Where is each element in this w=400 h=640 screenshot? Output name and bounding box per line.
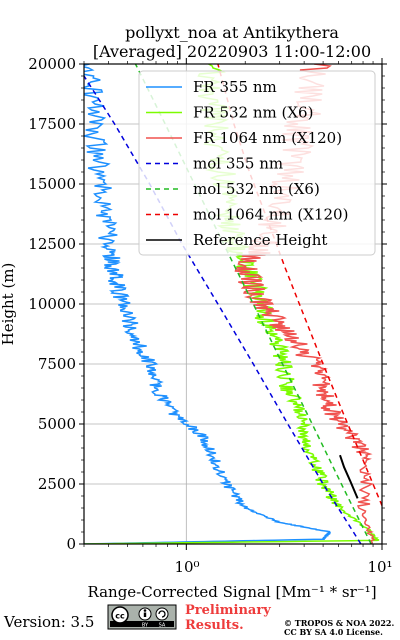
- x-tick-label-10: 10¹: [367, 558, 392, 576]
- y-tick-label: 15000: [28, 175, 76, 193]
- y-tick-labels: 0 2500 5000 7500 10000 12500 15000 17500 20000: [28, 55, 76, 553]
- svg-text:SA: SA: [159, 623, 166, 629]
- legend-label-6: Reference Height: [193, 231, 327, 249]
- preliminary-label-line1: Preliminary: [185, 603, 271, 618]
- copyright-line1: © TROPOS & NOA 2022.: [284, 618, 394, 628]
- legend-label-5: mol 1064 nm (X120): [193, 206, 348, 224]
- legend-label-1: FR 532 nm (X6): [193, 104, 313, 122]
- x-tick-label-1: 10⁰: [174, 558, 199, 576]
- cc-by-sa-badge: cc BY SA: [107, 604, 177, 630]
- legend-label-0: FR 355 nm: [193, 78, 277, 96]
- y-tick-label: 7500: [38, 355, 76, 373]
- legend-label-3: mol 355 nm: [193, 155, 283, 173]
- y-tick-label: 0: [66, 535, 76, 553]
- legend-box: [138, 70, 376, 256]
- x-axis-label: Range-Corrected Signal [Mm⁻¹ * sr⁻¹]: [87, 583, 376, 601]
- y-tick-label: 5000: [38, 415, 76, 433]
- y-tick-label: 17500: [28, 115, 76, 133]
- chart-title-line2: [Averaged] 20220903 11:00-12:00: [93, 42, 371, 61]
- version-label: Version: 3.5: [3, 613, 94, 631]
- y-axis-label: Height (m): [0, 263, 17, 346]
- svg-text:BY: BY: [142, 623, 149, 629]
- legend: FR 355 nm FR 532 nm (X6) FR 1064 nm (X120)…: [138, 70, 376, 256]
- series-line-6: [339, 454, 359, 499]
- chart-title-line1: pollyxt_noa at Antikythera: [125, 23, 339, 42]
- series-line-5: [217, 64, 382, 506]
- y-tick-label: 12500: [28, 235, 76, 253]
- y-tick-label: 20000: [28, 55, 76, 73]
- svg-text:cc: cc: [115, 612, 125, 621]
- y-tick-label: 10000: [28, 295, 76, 313]
- y-tick-label: 2500: [38, 475, 76, 493]
- legend-label-4: mol 532 nm (X6): [193, 180, 320, 198]
- copyright-line2: CC BY SA 4.0 License.: [284, 627, 383, 637]
- preliminary-label-line2: Results.: [185, 618, 244, 633]
- axis-ticks: [79, 58, 387, 550]
- series-line-3: [84, 75, 362, 544]
- series-line-0: [84, 64, 331, 544]
- legend-label-2: FR 1064 nm (X120): [193, 129, 342, 147]
